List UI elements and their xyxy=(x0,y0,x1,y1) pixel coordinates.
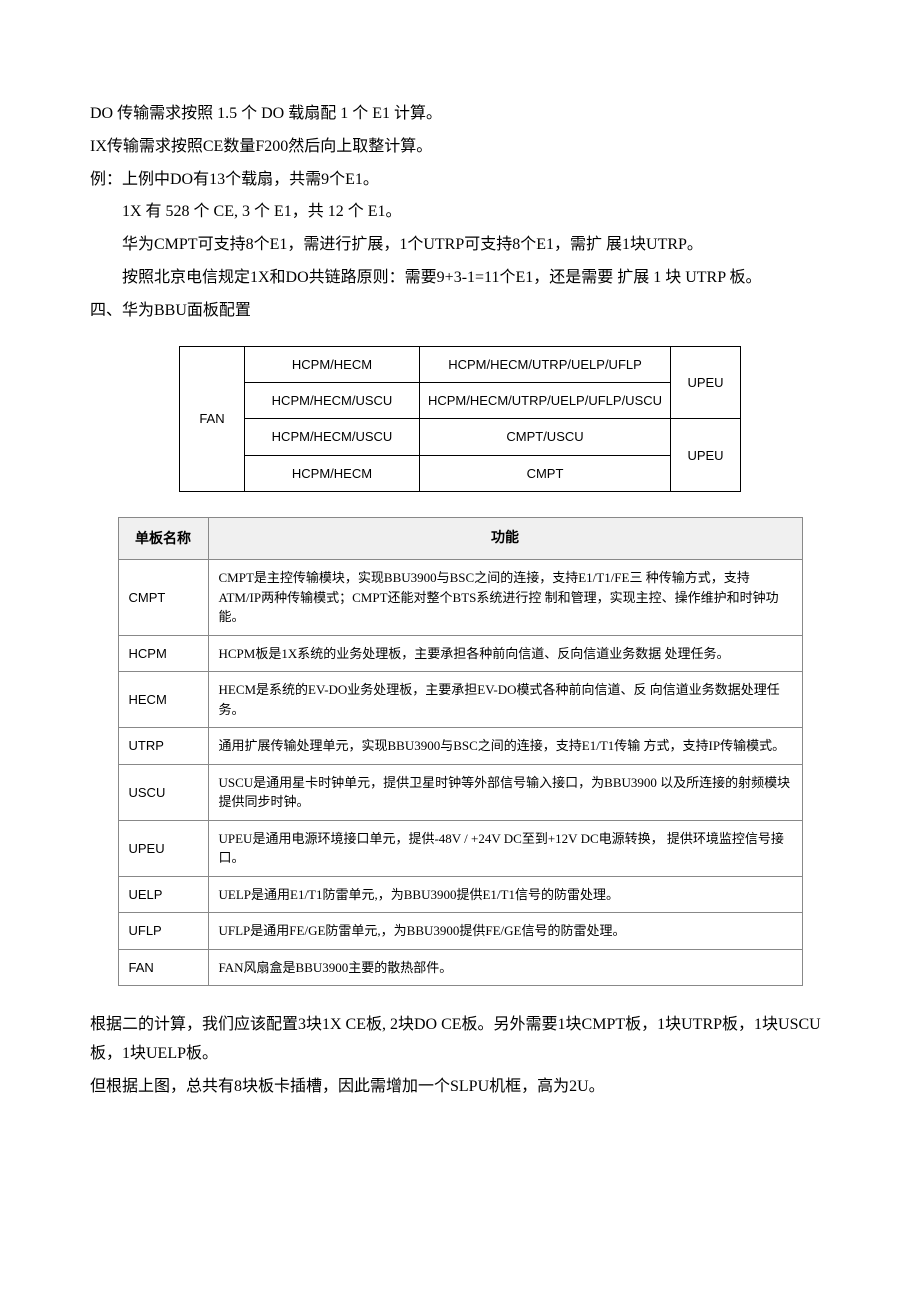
table-row: FAN HCPM/HECM HCPM/HECM/UTRP/UELP/UFLP U… xyxy=(179,346,740,382)
slot-cell: CMPT xyxy=(419,455,670,491)
table-row: HECM HECM是系统的EV-DO业务处理板，主要承担EV-DO模式各种前向信… xyxy=(118,672,802,728)
paragraph-slpu-frame: 但根据上图，总共有8块板卡插槽，因此需增加一个SLPU机框，高为2U。 xyxy=(90,1073,830,1102)
table-row: UTRP 通用扩展传输处理单元，实现BBU3900与BSC之间的连接，支持E1/… xyxy=(118,728,802,765)
paragraph-calc-result: 根据二的计算，我们应该配置3块1X CE板, 2块DO CE板。另外需要1块CM… xyxy=(90,1011,830,1069)
board-desc-cell: 通用扩展传输处理单元，实现BBU3900与BSC之间的连接，支持E1/T1传输 … xyxy=(208,728,802,765)
paragraph-example-intro: 例：上例中DO有13个载扇，共需9个E1。 xyxy=(90,166,830,195)
header-function: 功能 xyxy=(208,518,802,560)
slot-cell: HCPM/HECM/USCU xyxy=(244,382,419,418)
section-title-bbu-config: 四、华为BBU面板配置 xyxy=(90,297,830,326)
board-name-cell: HCPM xyxy=(118,635,208,672)
table-header-row: 单板名称 功能 xyxy=(118,518,802,560)
slot-cell: HCPM/HECM/UTRP/UELP/UFLP xyxy=(419,346,670,382)
table-row: FAN FAN风扇盒是BBU3900主要的散热部件。 xyxy=(118,949,802,986)
board-name-cell: USCU xyxy=(118,764,208,820)
slot-cell: HCPM/HECM xyxy=(244,346,419,382)
board-name-cell: FAN xyxy=(118,949,208,986)
slot-cell: CMPT/USCU xyxy=(419,419,670,455)
table-row: HCPM/HECM/USCU HCPM/HECM/UTRP/UELP/UFLP/… xyxy=(179,382,740,418)
board-name-cell: UPEU xyxy=(118,820,208,876)
paragraph-cmpt-support: 华为CMPT可支持8个E1，需进行扩展，1个UTRP可支持8个E1，需扩 展1块… xyxy=(90,231,830,260)
slot-cell: HCPM/HECM/UTRP/UELP/UFLP/USCU xyxy=(419,382,670,418)
function-table: 单板名称 功能 CMPT CMPT是主控传输模块，实现BBU3900与BSC之间… xyxy=(118,517,803,986)
table-row: UELP UELP是通用E1/T1防雷单元,，为BBU3900提供E1/T1信号… xyxy=(118,876,802,913)
table-row: HCPM HCPM板是1X系统的业务处理板，主要承担各种前向信道、反向信道业务数… xyxy=(118,635,802,672)
board-desc-cell: HECM是系统的EV-DO业务处理板，主要承担EV-DO模式各种前向信道、反 向… xyxy=(208,672,802,728)
board-desc-cell: UFLP是通用FE/GE防雷单元,，为BBU3900提供FE/GE信号的防雷处理… xyxy=(208,913,802,950)
board-desc-cell: HCPM板是1X系统的业务处理板，主要承担各种前向信道、反向信道业务数据 处理任… xyxy=(208,635,802,672)
paragraph-beijing-rule: 按照北京电信规定1X和DO共链路原则：需要9+3-1=11个E1，还是需要 扩展… xyxy=(90,264,830,293)
board-name-cell: UTRP xyxy=(118,728,208,765)
board-desc-cell: FAN风扇盒是BBU3900主要的散热部件。 xyxy=(208,949,802,986)
paragraph-1x-ce: 1X 有 528 个 CE, 3 个 E1，共 12 个 E1。 xyxy=(90,198,830,227)
slot-cell: HCPM/HECM xyxy=(244,455,419,491)
board-desc-cell: CMPT是主控传输模块，实现BBU3900与BSC之间的连接，支持E1/T1/F… xyxy=(208,560,802,636)
board-name-cell: CMPT xyxy=(118,560,208,636)
slot-layout-table: FAN HCPM/HECM HCPM/HECM/UTRP/UELP/UFLP U… xyxy=(179,346,741,493)
board-desc-cell: UPEU是通用电源环境接口单元，提供-48V / +24V DC至到+12V D… xyxy=(208,820,802,876)
table-row: UPEU UPEU是通用电源环境接口单元，提供-48V / +24V DC至到+… xyxy=(118,820,802,876)
table-row: USCU USCU是通用星卡时钟单元，提供卫星时钟等外部信号输入接口，为BBU3… xyxy=(118,764,802,820)
board-name-cell: UELP xyxy=(118,876,208,913)
table-row: HCPM/HECM/USCU CMPT/USCU UPEU xyxy=(179,419,740,455)
board-desc-cell: UELP是通用E1/T1防雷单元,，为BBU3900提供E1/T1信号的防雷处理… xyxy=(208,876,802,913)
slot-upeu-cell: UPEU xyxy=(671,419,741,492)
header-board-name: 单板名称 xyxy=(118,518,208,560)
slot-cell: HCPM/HECM/USCU xyxy=(244,419,419,455)
board-name-cell: UFLP xyxy=(118,913,208,950)
board-desc-cell: USCU是通用星卡时钟单元，提供卫星时钟等外部信号输入接口，为BBU3900 以… xyxy=(208,764,802,820)
table-row: HCPM/HECM CMPT xyxy=(179,455,740,491)
paragraph-do-transmission: DO 传输需求按照 1.5 个 DO 载扇配 1 个 E1 计算。 xyxy=(90,100,830,129)
table-row: UFLP UFLP是通用FE/GE防雷单元,，为BBU3900提供FE/GE信号… xyxy=(118,913,802,950)
board-name-cell: HECM xyxy=(118,672,208,728)
paragraph-ix-transmission: IX传输需求按照CE数量F200然后向上取整计算。 xyxy=(90,133,830,162)
slot-fan-cell: FAN xyxy=(179,346,244,492)
table-row: CMPT CMPT是主控传输模块，实现BBU3900与BSC之间的连接，支持E1… xyxy=(118,560,802,636)
slot-upeu-cell: UPEU xyxy=(671,346,741,419)
